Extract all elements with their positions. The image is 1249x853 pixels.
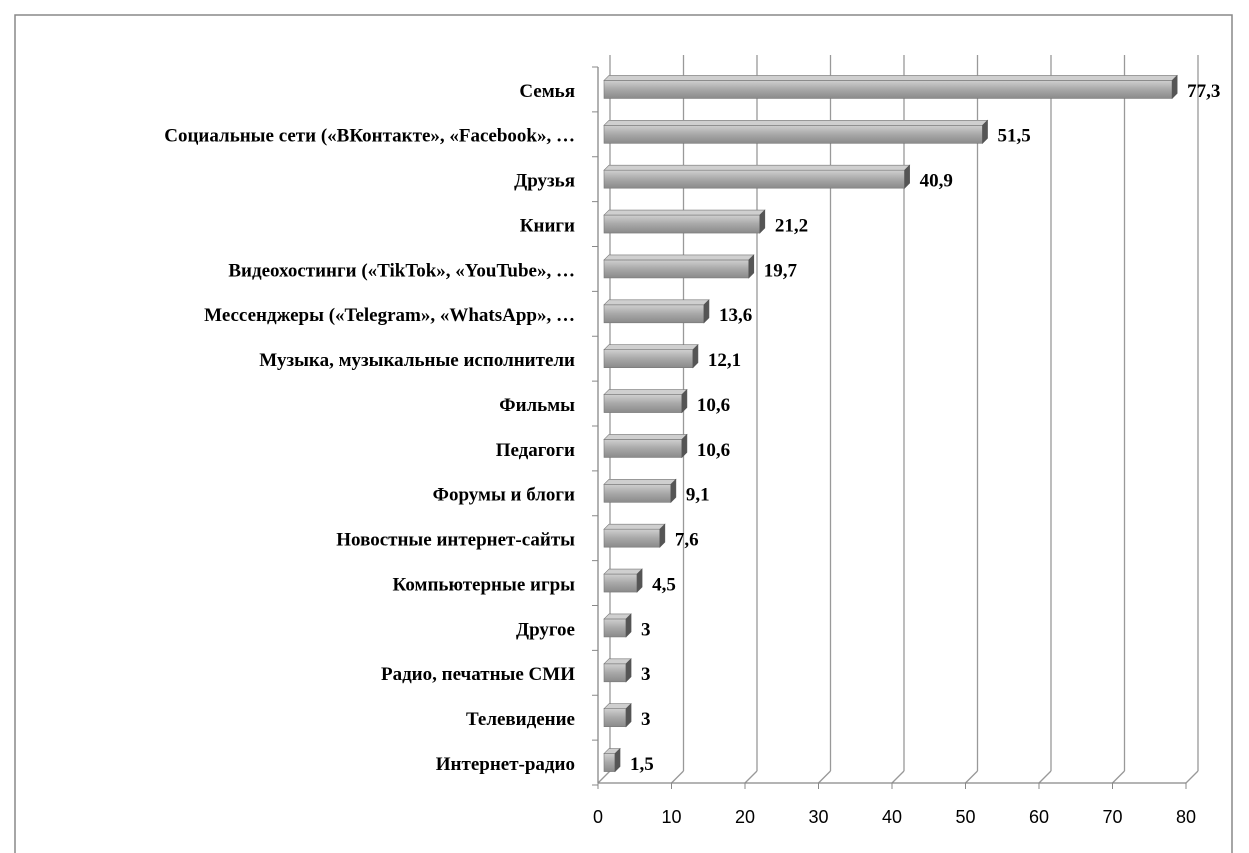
bar <box>603 484 672 503</box>
x-tick-label: 30 <box>808 807 828 827</box>
category-label: Друзья <box>514 171 575 192</box>
value-label: 10,6 <box>697 440 730 461</box>
bar-side <box>625 702 632 728</box>
bar-top <box>603 434 688 440</box>
bar <box>603 618 627 638</box>
bar <box>603 125 983 144</box>
value-label: 21,2 <box>775 215 808 236</box>
x-tick-label: 10 <box>661 807 681 827</box>
bar-top <box>603 120 989 126</box>
x-tick-label: 60 <box>1029 807 1049 827</box>
bar <box>603 753 616 772</box>
category-label: Компьютерные игры <box>393 574 576 595</box>
category-label: Видеохостинги («TikTok», «YouTube», … <box>228 260 575 281</box>
bar-top <box>603 344 699 350</box>
value-label: 12,1 <box>708 350 741 371</box>
bar-top <box>603 523 666 530</box>
x-tick-label: 50 <box>955 807 975 827</box>
category-label: Книги <box>520 215 575 236</box>
value-label: 3 <box>641 619 651 640</box>
category-label: Радио, печатные СМИ <box>381 664 575 685</box>
bar <box>603 259 750 279</box>
value-label: 77,3 <box>1187 81 1220 102</box>
bar <box>603 169 905 189</box>
bar-side <box>904 164 910 189</box>
grid-line <box>965 770 978 784</box>
bar-top <box>603 299 710 306</box>
bar-side <box>692 343 699 369</box>
grid-line <box>1185 770 1199 784</box>
bar-side <box>625 613 632 638</box>
bar <box>603 349 694 368</box>
category-label: Мессенджеры («Telegram», «WhatsApp», … <box>204 305 575 326</box>
value-label: 19,7 <box>764 260 798 281</box>
bar <box>603 663 627 683</box>
bar <box>603 439 683 458</box>
category-label: Семья <box>519 81 575 102</box>
value-label: 10,6 <box>697 395 730 416</box>
bar-side <box>759 209 766 234</box>
grid-line <box>818 770 831 784</box>
bar-top <box>603 568 643 575</box>
grid-line <box>1038 770 1052 784</box>
x-tick-label: 40 <box>882 807 902 827</box>
bar-top <box>603 479 677 485</box>
bar-side <box>636 568 643 593</box>
value-label: 3 <box>641 664 651 685</box>
bar-side <box>681 433 688 459</box>
grid-line <box>1112 770 1125 784</box>
bar-side <box>625 658 632 683</box>
category-label: Новостные интернет-сайты <box>336 530 575 551</box>
category-label: Фильмы <box>499 395 575 416</box>
value-label: 13,6 <box>719 305 752 326</box>
category-label: Другое <box>516 619 575 640</box>
category-label: Интернет-радио <box>436 754 575 775</box>
grid-line <box>744 770 758 784</box>
bar-top <box>603 75 1178 81</box>
bar <box>603 528 661 548</box>
category-label: Педагоги <box>496 440 575 461</box>
bar-side <box>982 119 988 145</box>
bar-side <box>659 523 666 548</box>
category-label: Социальные сети («ВКонтакте», «Facebook»… <box>164 126 575 147</box>
bar <box>603 708 627 727</box>
value-label: 7,6 <box>675 530 699 551</box>
bar <box>603 394 683 413</box>
value-label: 1,5 <box>630 754 654 775</box>
bar <box>603 573 638 593</box>
grid-line <box>597 770 611 784</box>
bar-top <box>603 254 755 261</box>
value-label: 51,5 <box>998 126 1031 147</box>
bar-side <box>670 478 677 504</box>
bar <box>603 214 761 234</box>
x-tick-label: 0 <box>593 807 603 827</box>
bar <box>603 80 1173 99</box>
grid-line <box>891 770 905 784</box>
bar-side <box>681 388 688 414</box>
x-tick-label: 70 <box>1102 807 1122 827</box>
value-label: 4,5 <box>652 574 676 595</box>
category-label: Форумы и блоги <box>433 485 575 506</box>
grid-line <box>671 770 684 784</box>
x-tick-label: 20 <box>735 807 755 827</box>
category-label: Музыка, музыкальные исполнители <box>259 350 575 371</box>
bar-side <box>1171 74 1178 100</box>
frame <box>14 14 1233 853</box>
value-label: 3 <box>641 709 651 730</box>
bar-side <box>614 747 621 773</box>
bar-side <box>748 254 755 279</box>
bar-top <box>603 389 688 395</box>
value-label: 9,1 <box>686 485 710 506</box>
x-tick-label: 80 <box>1176 807 1196 827</box>
value-label: 40,9 <box>920 171 953 192</box>
category-label: Телевидение <box>466 709 575 730</box>
bar-side <box>703 299 710 324</box>
bar <box>603 304 705 324</box>
bar-top <box>603 209 766 216</box>
bar-top <box>603 164 911 171</box>
